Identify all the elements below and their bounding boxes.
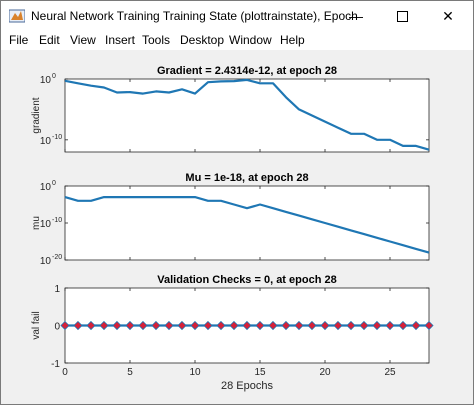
- chart-title: Mu = 1e-18, at epoch 28: [185, 172, 308, 184]
- title-bar[interactable]: Neural Network Training Training State (…: [1, 1, 473, 31]
- data-point-marker: [333, 320, 343, 331]
- data-point-marker: [242, 320, 252, 331]
- y-tick-label: 10: [40, 219, 52, 230]
- data-point-marker: [151, 320, 161, 331]
- x-axis-label: 28 Epochs: [221, 380, 273, 392]
- data-point-marker: [177, 320, 187, 331]
- data-point-marker: [320, 320, 330, 331]
- data-point-marker: [203, 320, 213, 331]
- data-point-marker: [424, 320, 434, 331]
- data-point-marker: [359, 320, 369, 331]
- y-tick-label: 10: [40, 75, 52, 86]
- data-point-marker: [255, 320, 265, 331]
- y-tick-exponent: -10: [52, 134, 62, 141]
- y-tick-exponent: 0: [52, 180, 56, 187]
- data-point-marker: [372, 320, 382, 331]
- menu-bar: File Edit View Insert Tools Desktop Wind…: [1, 31, 473, 50]
- y-tick-label: -1: [51, 359, 60, 370]
- y-tick-label: 0: [54, 322, 60, 333]
- y-tick-label: 10: [40, 182, 52, 193]
- data-point-marker: [281, 320, 291, 331]
- data-point-marker: [112, 320, 122, 331]
- data-point-marker: [346, 320, 356, 331]
- training-state-plots: Gradient = 2.4314e-12, at epoch 28 gradie…: [31, 65, 434, 392]
- chart-title: Validation Checks = 0, at epoch 28: [157, 274, 336, 286]
- data-point-marker: [125, 320, 135, 331]
- chart-0: Gradient = 2.4314e-12, at epoch 28 gradie…: [31, 65, 430, 153]
- y-tick-exponent: -20: [52, 254, 62, 261]
- menu-file[interactable]: File: [9, 33, 29, 47]
- y-tick-exponent: -10: [52, 217, 62, 224]
- x-tick-label: 0: [62, 367, 68, 378]
- maximize-button[interactable]: [379, 1, 425, 31]
- data-point-marker: [229, 320, 239, 331]
- minimize-icon: —: [349, 8, 363, 24]
- figure-canvas: Gradient = 2.4314e-12, at epoch 28 gradie…: [1, 50, 473, 404]
- matlab-figure-icon: [9, 9, 25, 23]
- series-line: [64, 196, 430, 254]
- close-icon: ✕: [442, 7, 454, 24]
- x-tick-label: 15: [254, 367, 266, 378]
- minimize-button[interactable]: —: [333, 1, 379, 31]
- y-axis-label: val fail: [31, 311, 42, 339]
- y-tick-exponent: 0: [52, 73, 56, 80]
- data-point-marker: [99, 320, 109, 331]
- close-button[interactable]: ✕: [425, 1, 471, 31]
- x-tick-label: 20: [319, 367, 331, 378]
- menu-edit[interactable]: Edit: [39, 33, 60, 47]
- data-point-marker: [268, 320, 278, 331]
- data-point-marker: [164, 320, 174, 331]
- chart-title: Gradient = 2.4314e-12, at epoch 28: [157, 65, 337, 77]
- y-axis-label: gradient: [31, 97, 42, 133]
- y-tick-label: 10: [40, 256, 52, 267]
- data-point-marker: [307, 320, 317, 331]
- menu-view[interactable]: View: [70, 33, 96, 47]
- chart-2: Validation Checks = 0, at epoch 28 val fa…: [31, 274, 434, 392]
- x-tick-label: 25: [384, 367, 396, 378]
- data-point-marker: [398, 320, 408, 331]
- x-tick-label: 10: [189, 367, 201, 378]
- series-line: [64, 78, 430, 151]
- data-point-marker: [86, 320, 96, 331]
- data-point-marker: [385, 320, 395, 331]
- data-point-marker: [294, 320, 304, 331]
- menu-tools[interactable]: Tools: [142, 33, 171, 47]
- y-tick-label: 1: [54, 284, 60, 295]
- y-tick-label: 10: [40, 136, 52, 147]
- data-point-marker: [190, 320, 200, 331]
- data-point-marker: [138, 320, 148, 331]
- data-point-marker: [411, 320, 421, 331]
- menu-help[interactable]: Help: [280, 33, 305, 47]
- data-point-marker: [216, 320, 226, 331]
- data-point-marker: [73, 320, 83, 331]
- data-point-marker: [60, 320, 70, 331]
- menu-insert[interactable]: Insert: [105, 33, 136, 47]
- axes-box: [64, 78, 430, 153]
- maximize-icon: [396, 10, 408, 22]
- window-title: Neural Network Training Training State (…: [31, 9, 361, 23]
- y-axis-label: mu: [31, 216, 42, 230]
- menu-window[interactable]: Window: [229, 33, 272, 47]
- x-tick-label: 5: [127, 367, 133, 378]
- menu-desktop[interactable]: Desktop: [180, 33, 225, 47]
